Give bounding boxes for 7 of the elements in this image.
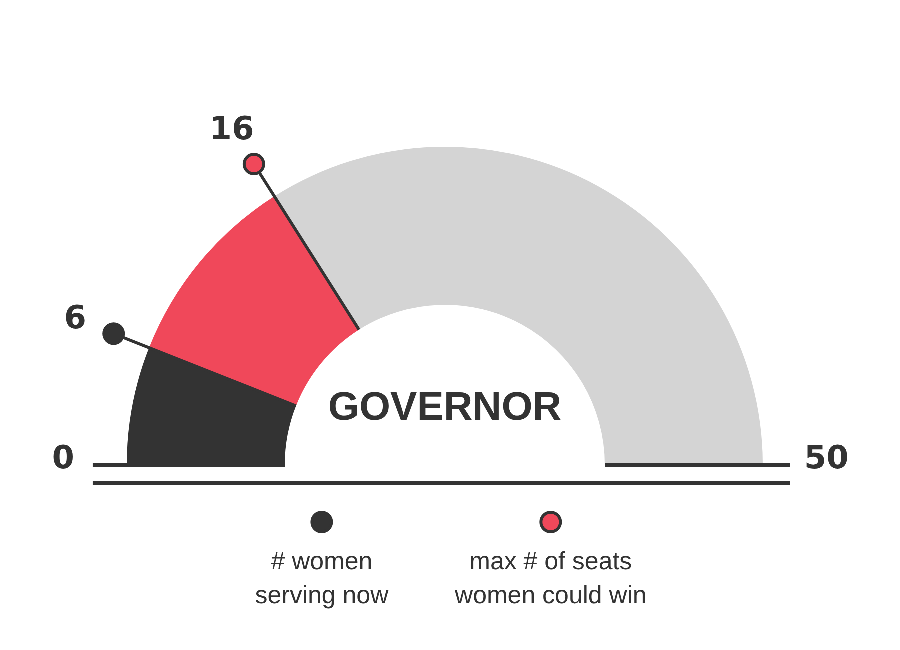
legend-label: # women serving now <box>255 547 390 610</box>
text: GOVERNOR <box>328 384 562 429</box>
text: 6 <box>64 298 87 337</box>
text: 50 <box>804 438 849 477</box>
text: 0 <box>52 438 75 477</box>
text: 16 <box>210 109 254 148</box>
legend-label: max # of seats women could win <box>454 547 647 610</box>
